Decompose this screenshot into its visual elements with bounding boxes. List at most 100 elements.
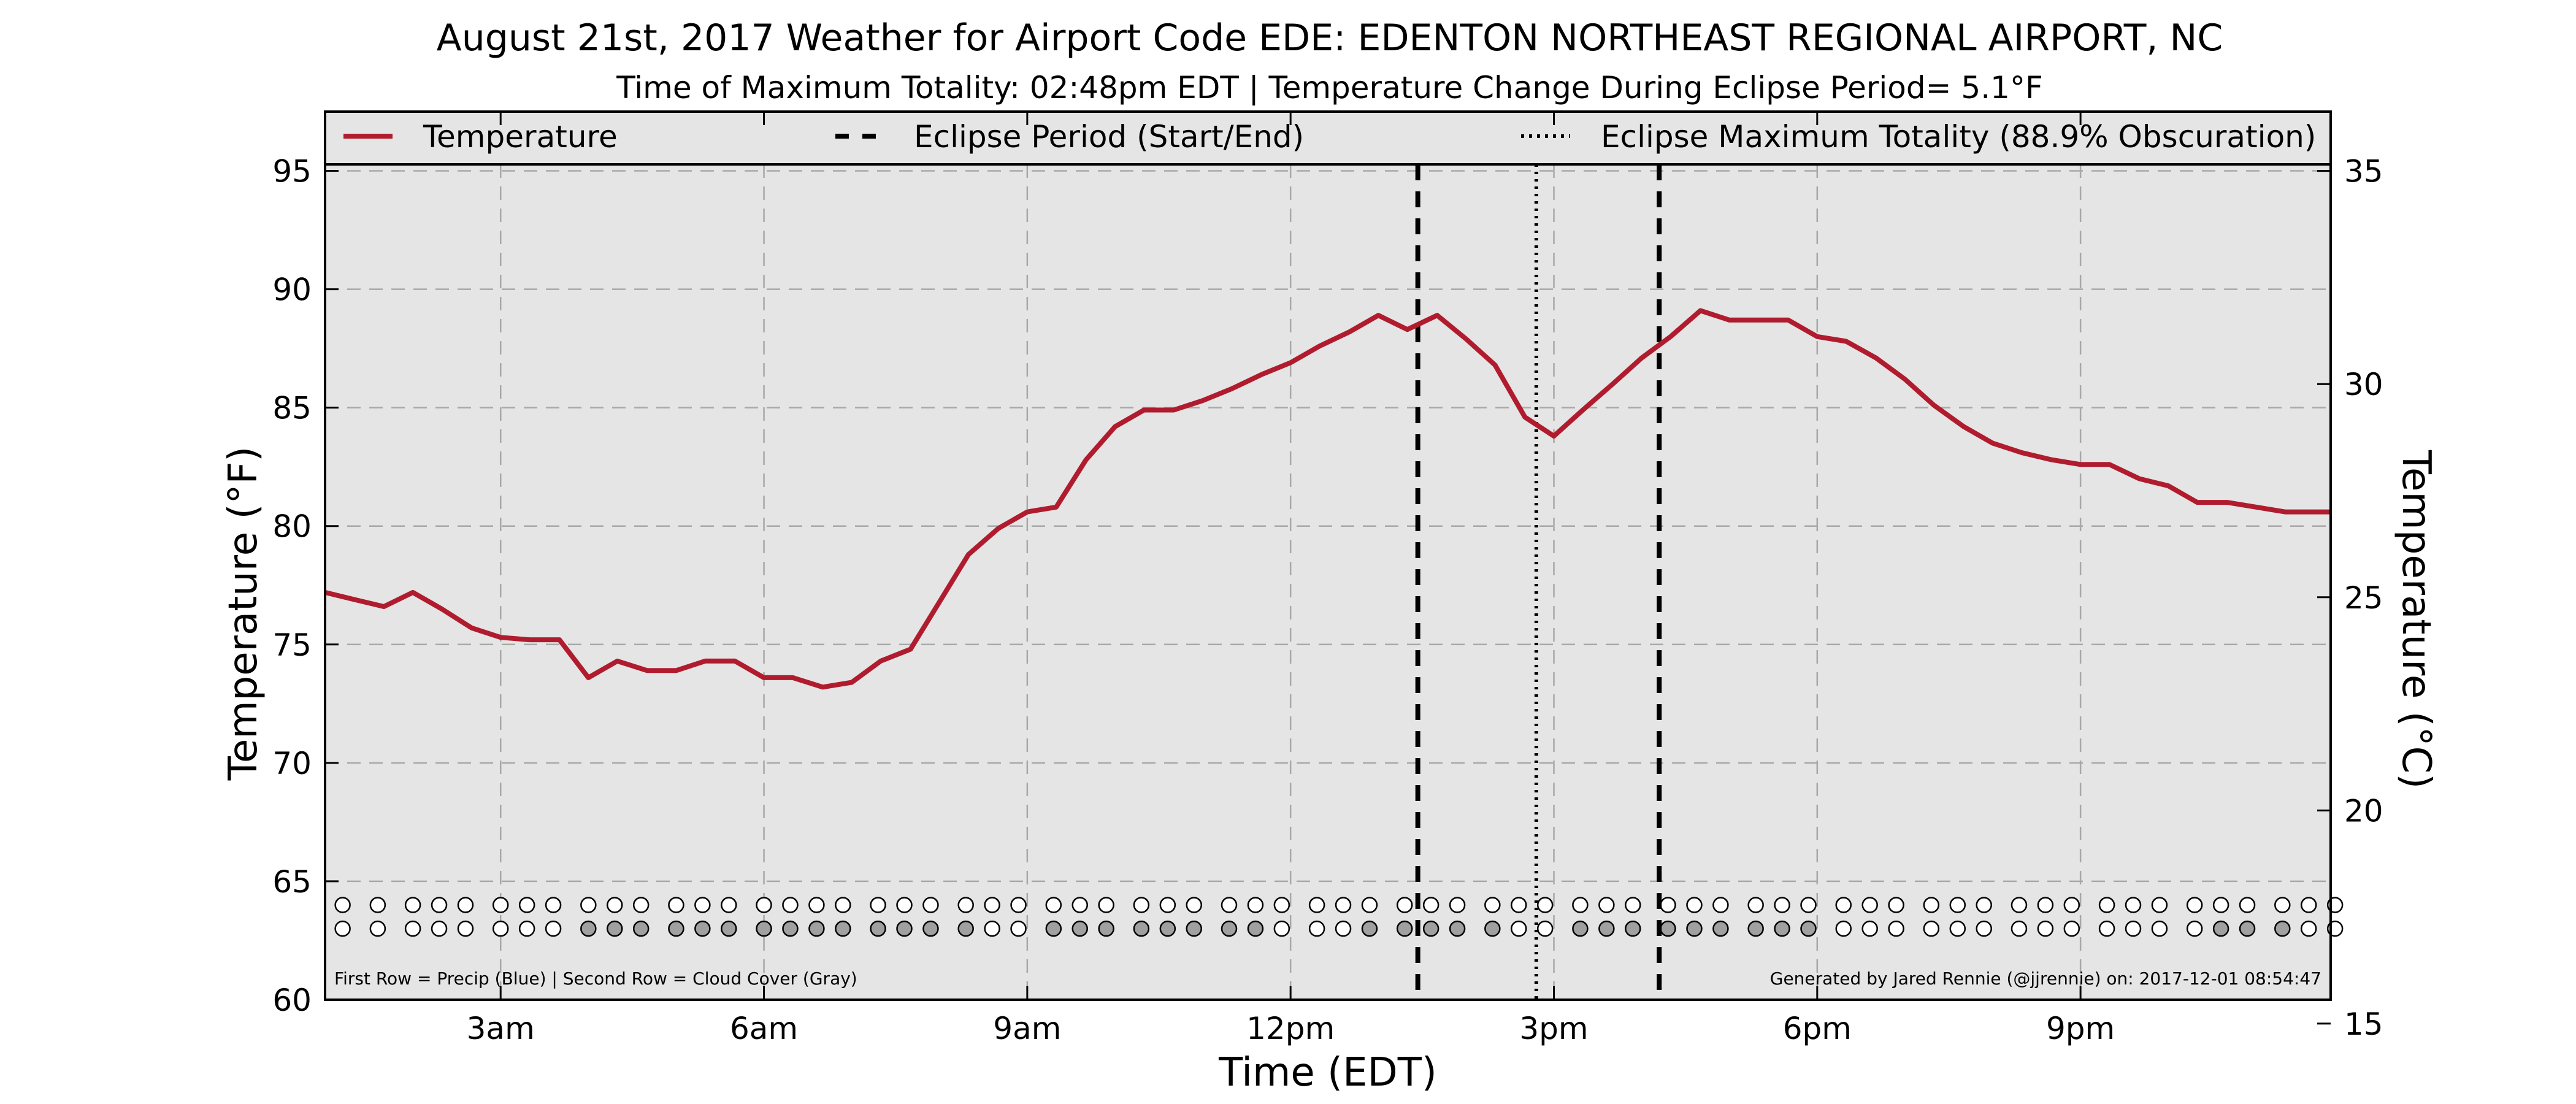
precip-circle	[1247, 897, 1264, 913]
cloud-cover-circle	[835, 920, 851, 937]
cloud-cover-circle	[1625, 920, 1641, 937]
cloud-cover-circle	[2063, 920, 2080, 937]
precip-circle	[782, 897, 799, 913]
precip-circle	[1923, 897, 1940, 913]
precip-circle	[2274, 897, 2291, 913]
y-tick-label: 80	[272, 509, 312, 545]
precip-circle	[694, 897, 711, 913]
precip-circle	[1010, 897, 1027, 913]
temperature-line	[324, 308, 2331, 690]
cloud-cover-circle	[1484, 920, 1501, 937]
precip-circle	[1308, 897, 1325, 913]
y-axis-left: 60 65 70 75 80 85 90 95	[272, 154, 339, 1018]
precip-circle	[1071, 897, 1088, 913]
precip-circle	[1484, 897, 1501, 913]
cloud-cover-circle	[545, 920, 562, 937]
x-tick-label: 9am	[993, 1011, 1061, 1046]
cloud-cover-circle	[1098, 920, 1114, 937]
cloud-cover-circle	[2212, 920, 2229, 937]
x-tick-label: 6am	[730, 1011, 798, 1046]
legend-eclipse-max-label: Eclipse Maximum Totality (88.9% Obscurat…	[1601, 119, 2316, 155]
precip-circle	[632, 897, 650, 913]
y-tick-label: 75	[272, 627, 312, 663]
cloud-cover-circle	[1686, 920, 1703, 937]
plot-area	[325, 112, 2331, 1000]
cloud-cover-circle	[1536, 920, 1554, 937]
precip-circle	[668, 897, 684, 913]
y-tick-label: 60	[272, 983, 312, 1018]
precip-circle	[1536, 897, 1554, 913]
precip-circle	[756, 897, 772, 913]
cloud-cover-circle	[870, 920, 886, 937]
cloud-cover-circle	[1010, 920, 1027, 937]
precip-circle	[957, 897, 974, 913]
cloud-cover-circle	[2186, 920, 2203, 937]
y-tick-label: 90	[272, 272, 312, 308]
legend: Temperature Eclipse Period (Start/End) E…	[343, 119, 2316, 155]
x-tick-label: 6pm	[1783, 1011, 1852, 1046]
cloud-cover-circle	[2274, 920, 2291, 937]
cloud-cover-circle	[1335, 920, 1352, 937]
cloud-cover-circle	[2037, 920, 2054, 937]
cloud-cover-circle	[2098, 920, 2115, 937]
legend-eclipse-period-label: Eclipse Period (Start/End)	[914, 119, 1304, 155]
cloud-cover-circle	[1572, 920, 1589, 937]
cloud-cover-circle	[492, 920, 509, 937]
precip-circle	[1186, 897, 1203, 913]
precip-circle	[1976, 897, 1992, 913]
cloud-cover-circle	[2239, 920, 2256, 937]
y2-axis-label: Temperature (°C)	[2393, 450, 2439, 789]
precip-circle	[1098, 897, 1114, 913]
y-tick-label: 85	[272, 391, 312, 426]
precip-circle	[2098, 897, 2115, 913]
chart-title: August 21st, 2017 Weather for Airport Co…	[437, 17, 2223, 59]
precip-circle	[492, 897, 509, 913]
eclipse-lines	[1415, 164, 1662, 1000]
cloud-cover-circle	[782, 920, 799, 937]
precip-circle	[808, 897, 825, 913]
precip-circle	[1686, 897, 1703, 913]
cloud-cover-circle	[1221, 920, 1238, 937]
cloud-cover-circle	[1308, 920, 1325, 937]
precip-circle	[2186, 897, 2203, 913]
cloud-cover-circle	[334, 920, 351, 937]
precip-circle	[1273, 897, 1290, 913]
cloud-cover-circle	[431, 920, 448, 937]
cloud-cover-circle	[1361, 920, 1378, 937]
x-tick-label: 12pm	[1246, 1011, 1335, 1046]
cloud-cover-circle	[1186, 920, 1203, 937]
cloud-cover-circle	[1247, 920, 1264, 937]
cloud-cover-circle	[518, 920, 535, 937]
precip-circle	[1712, 897, 1729, 913]
cloud-cover-circle	[369, 920, 386, 937]
cloud-cover-circle	[1976, 920, 1992, 937]
cloud-cover-circle	[1800, 920, 1817, 937]
precip-circle	[457, 897, 474, 913]
y-tick-label: 65	[272, 864, 312, 900]
precip-circle	[1888, 897, 1904, 913]
cloud-cover-circle	[1712, 920, 1729, 937]
precip-circle	[1221, 897, 1238, 913]
precip-circle	[2239, 897, 2256, 913]
cloud-cover-circle	[1422, 920, 1439, 937]
precip-circle	[404, 897, 421, 913]
precip-circle	[896, 897, 913, 913]
cloud-cover-circle	[2151, 920, 2168, 937]
precip-circle	[1159, 897, 1176, 913]
cloud-cover-circle	[957, 920, 974, 937]
cloud-cover-circle	[1835, 920, 1852, 937]
cloud-cover-circle	[984, 920, 1000, 937]
precip-circle	[1835, 897, 1852, 913]
grid	[325, 164, 2331, 1000]
cloud-cover-circle	[2011, 920, 2028, 937]
chart-subtitle: Time of Maximum Totality: 02:48pm EDT | …	[616, 70, 2042, 105]
y2-tick-label: 20	[2344, 793, 2383, 829]
precip-circle	[1572, 897, 1589, 913]
temperature-series	[324, 308, 2331, 690]
plot-frame	[324, 110, 2332, 1001]
cloud-cover-circle	[580, 920, 597, 937]
x-axis-label: Time (EDT)	[1218, 1050, 1437, 1095]
cloud-cover-circle	[2300, 920, 2317, 937]
x-axis: 3am 6am 9am 12pm 3pm 6pm 9pm	[467, 112, 2115, 1046]
